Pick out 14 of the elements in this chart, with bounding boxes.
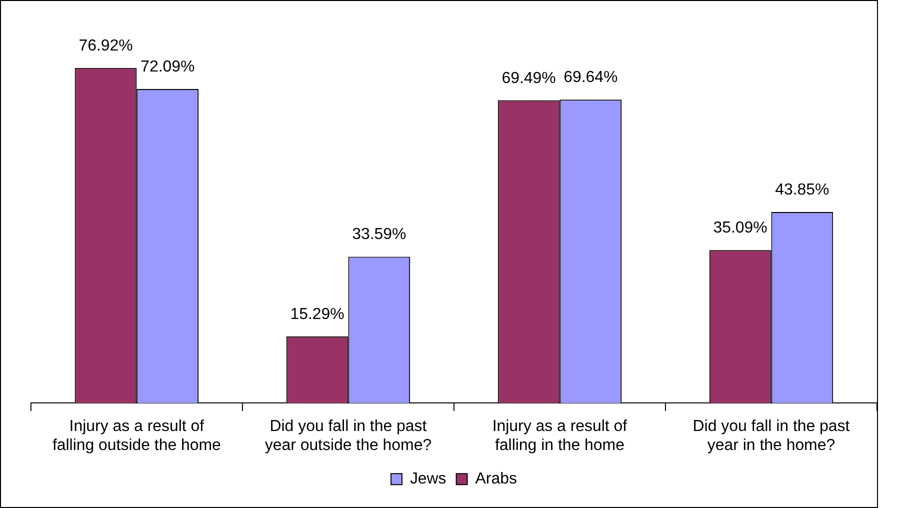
data-label: 76.92%: [78, 37, 133, 54]
data-label: 33.59%: [352, 226, 406, 244]
legend-label: Jews: [410, 470, 446, 488]
data-label: 69.64%: [564, 69, 618, 86]
data-label: 43.85%: [775, 181, 830, 198]
x-tick-label: Injury as a result of falling outside the home: [52, 418, 222, 454]
data-label: 69.49%: [502, 70, 556, 87]
x-tick-label: Did you fall in the past year in the home?: [692, 418, 850, 454]
data-label: 15.29%: [290, 306, 344, 323]
x-tick-label: Injury as a result of falling in the home: [492, 418, 628, 454]
x-tick-label: Did you fall in the past year outside the home?: [264, 418, 432, 454]
data-label: 72.09%: [140, 58, 195, 76]
data-label: 35.09%: [713, 220, 768, 237]
legend-label: Arabs: [475, 470, 517, 488]
